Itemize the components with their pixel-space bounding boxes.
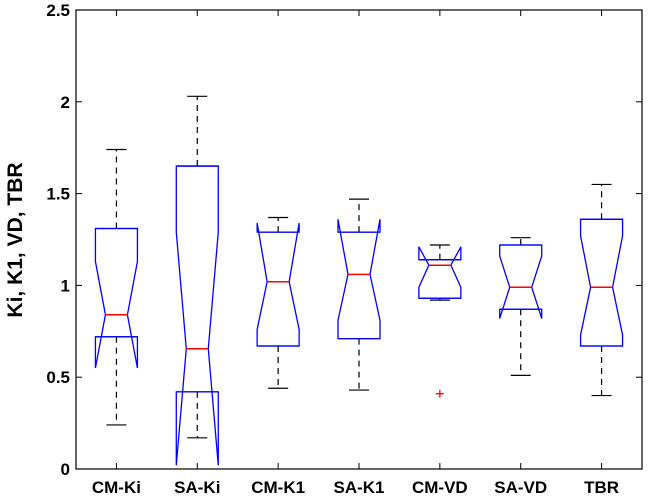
- box-group-sa-vd: [499, 237, 543, 376]
- notched-box: [256, 222, 300, 347]
- notched-box: [337, 219, 381, 340]
- box-group-cm-vd: [418, 244, 462, 398]
- box-group-sa-k1: [337, 198, 381, 391]
- notched-box: [94, 227, 139, 369]
- x-tick-label: TBR: [584, 478, 619, 497]
- y-tick-label: 1: [61, 276, 70, 295]
- box-group-cm-k1: [256, 216, 300, 389]
- plot-marks: [94, 95, 624, 466]
- y-axis-label: Ki, K1, VD, TBR: [4, 162, 27, 317]
- notched-box: [175, 165, 219, 466]
- y-tick-label: 2.5: [46, 1, 70, 20]
- axes-frame: [75, 9, 643, 470]
- x-tick-label: CM-VD: [412, 478, 468, 497]
- box-group-cm-ki: [94, 148, 139, 426]
- y-tick-label: 2: [61, 93, 70, 112]
- x-tick-label: CM-K1: [251, 478, 305, 497]
- y-tick-label: 0: [61, 460, 70, 479]
- x-axis-ticks: CM-Ki SA-Ki CM-K1 SA-K1 CM-VD SA-VD TBR: [92, 10, 619, 497]
- y-tick-label: 0.5: [46, 368, 70, 387]
- y-tick-label: 1.5: [46, 185, 70, 204]
- x-tick-label: SA-VD: [494, 478, 547, 497]
- x-tick-label: CM-Ki: [92, 478, 141, 497]
- x-tick-label: SA-Ki: [174, 478, 220, 497]
- box-group-tbr: [579, 183, 624, 397]
- box-group-sa-ki: [175, 95, 219, 466]
- notched-box: [499, 244, 543, 319]
- notched-box: [579, 218, 624, 347]
- y-axis-ticks: 0 0.5 1 1.5 2 2.5: [46, 1, 642, 479]
- x-tick-label: SA-K1: [333, 478, 384, 497]
